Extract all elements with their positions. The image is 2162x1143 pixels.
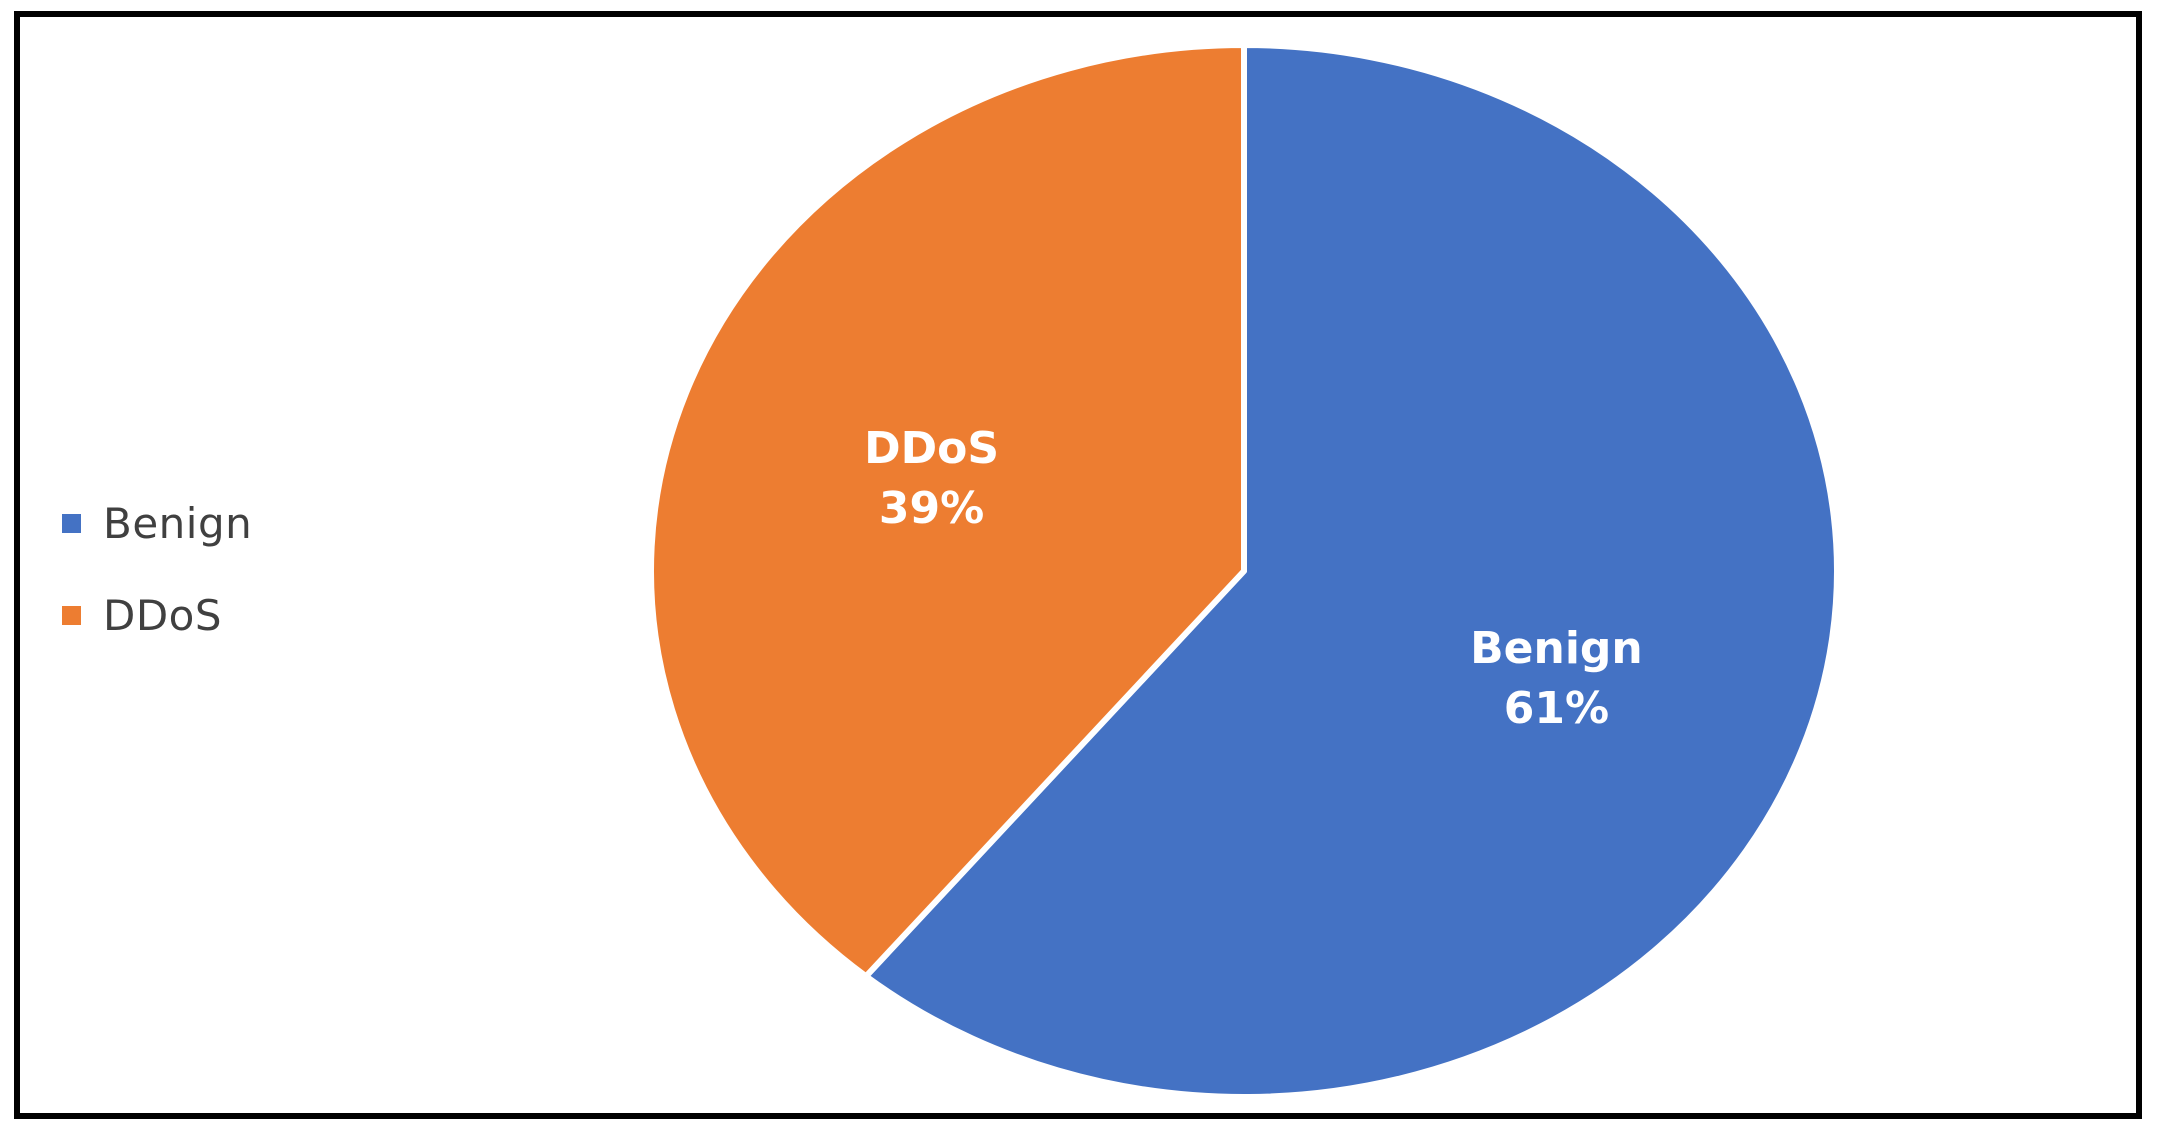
pie-slices — [648, 42, 1840, 1100]
legend-swatch-benign — [62, 513, 81, 533]
data-label-name-ddos: DDoS — [864, 423, 999, 474]
pie-data-labels: Benign 61% DDoS 39% — [864, 423, 1643, 734]
data-label-value-ddos: 39% — [879, 483, 984, 534]
chart-legend: Benign DDoS — [62, 498, 253, 684]
pie-slice-ddos — [648, 42, 1247, 980]
legend-label-benign: Benign — [103, 498, 253, 548]
data-label-name-benign: Benign — [1470, 623, 1643, 674]
data-label-value-benign: 61% — [1504, 683, 1609, 734]
pie-slice-benign — [863, 42, 1840, 1100]
legend-swatch-ddos — [62, 605, 81, 625]
legend-item-benign: Benign — [62, 498, 253, 548]
legend-label-ddos: DDoS — [103, 590, 223, 640]
legend-item-ddos: DDoS — [62, 590, 252, 640]
